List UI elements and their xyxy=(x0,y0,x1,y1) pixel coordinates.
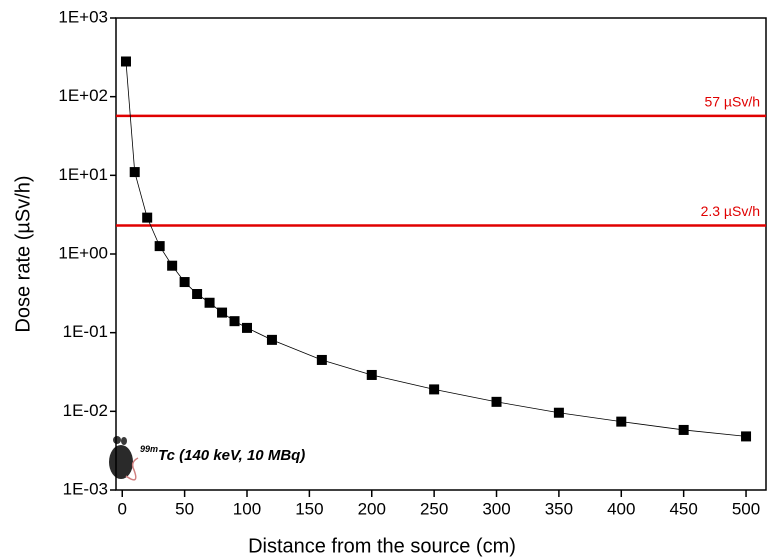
annotation-superscript: 99m xyxy=(140,444,158,454)
data-point xyxy=(429,384,440,395)
x-tick-label: 150 xyxy=(295,499,323,518)
x-tick-label: 450 xyxy=(669,499,697,518)
data-point xyxy=(154,241,165,252)
y-tick-label: 1E+02 xyxy=(58,86,108,105)
x-tick-label: 500 xyxy=(732,499,760,518)
reference-label: 57 µSv/h xyxy=(704,94,760,110)
y-tick-label: 1E+03 xyxy=(58,7,108,26)
data-point xyxy=(120,56,131,67)
data-point xyxy=(491,396,502,407)
x-tick-label: 200 xyxy=(358,499,386,518)
data-point xyxy=(741,431,752,442)
data-point xyxy=(366,369,377,380)
data-point xyxy=(229,316,240,327)
x-tick-label: 300 xyxy=(482,499,510,518)
y-axis-label: Dose rate (µSv/h) xyxy=(12,175,34,332)
data-point xyxy=(129,167,140,178)
y-tick-label: 1E+00 xyxy=(58,243,108,262)
data-point xyxy=(179,277,190,288)
y-tick-label: 1E+01 xyxy=(58,165,108,184)
data-point xyxy=(678,424,689,435)
data-point xyxy=(241,322,252,333)
data-point xyxy=(553,407,564,418)
data-point xyxy=(204,297,215,308)
data-point xyxy=(192,289,203,300)
x-tick-label: 50 xyxy=(175,499,194,518)
y-tick-label: 1E-02 xyxy=(63,401,108,420)
data-point xyxy=(616,416,627,427)
data-point xyxy=(217,307,228,318)
x-axis-label: Distance from the source (cm) xyxy=(248,535,516,557)
data-point xyxy=(316,354,327,365)
x-tick-label: 250 xyxy=(420,499,448,518)
y-tick-label: 1E-03 xyxy=(63,479,108,498)
x-tick-label: 0 xyxy=(118,499,127,518)
data-line xyxy=(125,61,747,437)
data-point xyxy=(167,260,178,271)
y-tick-label: 1E-01 xyxy=(63,322,108,341)
x-tick-label: 350 xyxy=(545,499,573,518)
reference-label: 2.3 µSv/h xyxy=(701,203,760,219)
x-tick-label: 400 xyxy=(607,499,635,518)
x-tick-label: 100 xyxy=(233,499,261,518)
data-point xyxy=(142,212,153,223)
mouse-icon xyxy=(109,436,139,481)
plot-frame xyxy=(115,17,767,491)
data-point xyxy=(266,334,277,345)
annotation-text: Tc (140 keV, 10 MBq) xyxy=(158,447,305,464)
annotation: 99mTc (140 keV, 10 MBq) xyxy=(140,444,305,464)
